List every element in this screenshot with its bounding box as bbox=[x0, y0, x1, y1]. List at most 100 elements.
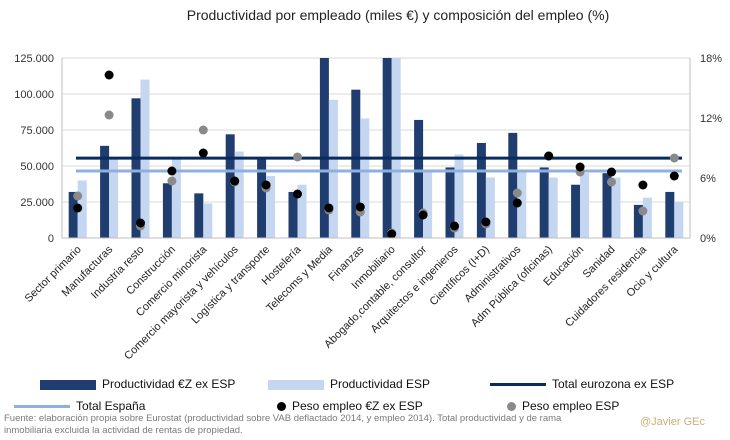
bar bbox=[539, 167, 549, 238]
data-point bbox=[512, 198, 522, 208]
bar bbox=[548, 177, 558, 238]
data-point bbox=[387, 229, 397, 239]
legend-item-peso-esp: Peso empleo ESP bbox=[505, 399, 619, 413]
data-point bbox=[198, 148, 208, 158]
legend-label: Productividad ESP bbox=[330, 377, 431, 391]
data-point bbox=[293, 152, 302, 162]
data-point bbox=[73, 191, 83, 201]
legend-item-prod-ez: Productividad €Z ex ESP bbox=[40, 377, 235, 391]
data-point bbox=[198, 125, 208, 135]
bar bbox=[319, 58, 329, 238]
legend-swatch bbox=[268, 379, 324, 390]
data-point bbox=[512, 188, 522, 198]
data-point bbox=[355, 202, 365, 212]
x-tick-label: Sector primario bbox=[23, 244, 84, 305]
bar bbox=[517, 170, 527, 238]
bar bbox=[194, 193, 204, 238]
bar bbox=[360, 118, 370, 238]
y-left-tick-label: 125.000 bbox=[14, 53, 54, 65]
bar bbox=[100, 145, 110, 238]
y-left-tick-label: 25.000 bbox=[20, 197, 54, 209]
bar bbox=[328, 99, 338, 238]
legend-label: Peso empleo €Z ex ESP bbox=[292, 399, 423, 413]
y-left-tick-label: 50.000 bbox=[20, 161, 54, 173]
data-point bbox=[104, 70, 114, 80]
bar bbox=[131, 98, 141, 238]
bar bbox=[171, 158, 181, 238]
y-right-tick-label: 12% bbox=[700, 113, 722, 125]
data-point bbox=[544, 151, 554, 161]
legend-item-total-ez: Total eurozona ex ESP bbox=[490, 377, 674, 391]
bar bbox=[203, 203, 213, 238]
data-point bbox=[73, 203, 83, 213]
bar bbox=[257, 158, 267, 238]
y-right-tick-label: 6% bbox=[700, 173, 716, 185]
bar bbox=[414, 119, 424, 238]
bar bbox=[445, 167, 455, 238]
legend-item-prod-esp: Productividad ESP bbox=[268, 377, 430, 391]
bar bbox=[162, 183, 172, 238]
bar bbox=[68, 191, 78, 238]
x-tick-label: Comercio mayorista y vehículos bbox=[122, 243, 241, 362]
bar bbox=[391, 58, 401, 238]
bar bbox=[382, 58, 392, 238]
bar bbox=[266, 176, 276, 238]
chart-title: Productividad por empleado (miles €) y c… bbox=[187, 7, 610, 23]
legend-label: Total España bbox=[76, 399, 146, 413]
data-point bbox=[575, 162, 585, 172]
bar bbox=[571, 184, 581, 238]
y-left-tick-label: 100.000 bbox=[14, 89, 54, 101]
data-point bbox=[638, 180, 648, 190]
bar bbox=[580, 173, 590, 238]
legend-swatch bbox=[40, 379, 96, 390]
data-point bbox=[638, 206, 648, 216]
data-point bbox=[293, 189, 302, 199]
bar bbox=[611, 177, 621, 238]
data-point bbox=[607, 177, 616, 187]
bar bbox=[674, 202, 684, 238]
legend-swatch bbox=[490, 383, 546, 387]
y-left-tick-label: 0 bbox=[48, 233, 54, 245]
bar bbox=[297, 184, 307, 238]
bar bbox=[642, 197, 652, 238]
data-point bbox=[324, 203, 334, 213]
bar bbox=[476, 142, 486, 238]
bar bbox=[633, 204, 643, 238]
bar bbox=[485, 177, 495, 238]
bar bbox=[288, 191, 298, 238]
data-point bbox=[450, 221, 459, 231]
legend-item-peso-ez: Peso empleo €Z ex ESP bbox=[275, 399, 423, 413]
bar bbox=[602, 173, 612, 238]
legend-label: Productividad €Z ex ESP bbox=[102, 377, 236, 391]
legend-label: Total eurozona ex ESP bbox=[552, 377, 675, 391]
source-note: Fuente: elaboración propia sobre Eurosta… bbox=[4, 413, 562, 436]
data-point bbox=[481, 217, 491, 227]
legend-label: Peso empleo ESP bbox=[522, 399, 620, 413]
data-point bbox=[669, 153, 679, 163]
bar bbox=[351, 89, 361, 239]
data-point bbox=[167, 176, 177, 186]
data-point bbox=[104, 110, 114, 120]
data-point bbox=[261, 180, 271, 190]
data-point bbox=[607, 167, 616, 177]
y-right-tick-label: 0% bbox=[700, 233, 716, 245]
bar bbox=[109, 158, 119, 238]
legend-item-total-esp: Total España bbox=[14, 399, 145, 413]
legend-swatch bbox=[14, 405, 70, 409]
bar bbox=[423, 170, 433, 238]
legend-swatch bbox=[507, 402, 516, 412]
data-point bbox=[230, 176, 240, 186]
bar bbox=[77, 180, 87, 238]
legend-swatch bbox=[277, 402, 286, 412]
bar bbox=[225, 134, 235, 238]
author-credit: @Javier GEc bbox=[640, 416, 705, 428]
y-right-tick-label: 18% bbox=[700, 53, 722, 65]
bar bbox=[234, 151, 244, 238]
bar bbox=[454, 154, 464, 238]
data-point bbox=[669, 171, 679, 181]
bar bbox=[508, 132, 518, 238]
y-left-tick-label: 75.000 bbox=[20, 125, 54, 137]
bar bbox=[665, 191, 675, 238]
data-point bbox=[418, 210, 428, 220]
